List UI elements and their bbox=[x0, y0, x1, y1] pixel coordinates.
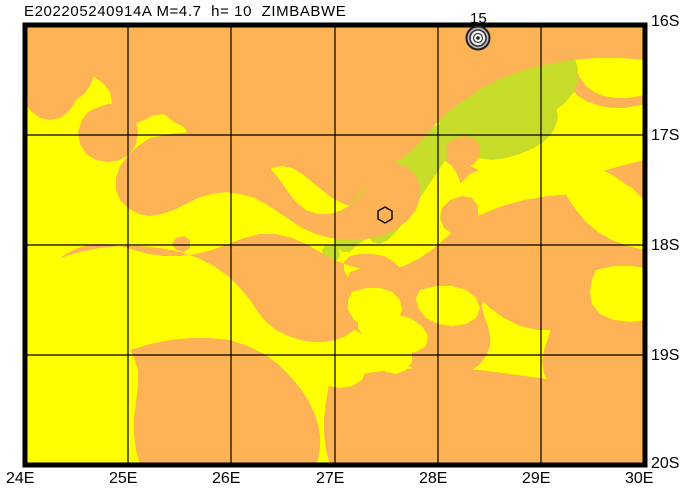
terrain-shape-orange-sw bbox=[130, 338, 320, 465]
page-title: E202205240914A M=4.7 h= 10 ZIMBABWE bbox=[24, 3, 347, 20]
axis-label-lon-30e: 30E bbox=[625, 470, 654, 487]
terrain-shape-orange-patch2 bbox=[440, 196, 478, 234]
terrain-detail-y3 bbox=[312, 348, 366, 388]
station-hexagon-icon bbox=[377, 206, 393, 224]
terrain-detail-y5 bbox=[416, 286, 480, 326]
axis-label-lon-29e: 29E bbox=[522, 470, 551, 487]
terrain-shape-orange-nw bbox=[25, 25, 120, 102]
grid-lines bbox=[25, 25, 645, 465]
terrain-detail-yellow bbox=[312, 176, 645, 388]
terrain-shape-orange-mid bbox=[116, 132, 420, 240]
terrain-detail-y2 bbox=[358, 314, 428, 354]
plot-frame bbox=[22, 22, 648, 468]
terrain-shape-orange-patch1 bbox=[446, 136, 480, 168]
terrain-shape-orange-midw bbox=[78, 104, 138, 162]
terrain-shape-orange-island bbox=[172, 236, 190, 252]
axis-label-lat-20s: 20S bbox=[651, 455, 680, 472]
axis-label-lat-19s: 19S bbox=[651, 347, 680, 364]
terrain-detail-y7 bbox=[560, 176, 645, 250]
axis-label-lon-26e: 26E bbox=[212, 470, 241, 487]
axis-label-lon-27e: 27E bbox=[316, 470, 345, 487]
epicenter-depth-label: 15 bbox=[470, 10, 487, 27]
epicenter-marker-icon bbox=[465, 25, 491, 51]
terrain-detail-y6 bbox=[590, 266, 645, 322]
terrain-detail-y4 bbox=[380, 342, 412, 374]
axis-label-lat-17s: 17S bbox=[651, 127, 680, 144]
terrain-shape-orange-patch3 bbox=[466, 248, 590, 330]
axis-label-lon-25e: 25E bbox=[109, 470, 138, 487]
axis-label-lon-28e: 28E bbox=[419, 470, 448, 487]
axis-label-lat-16s: 16S bbox=[651, 13, 680, 30]
axis-label-lat-18s: 18S bbox=[651, 237, 680, 254]
terrain-shape-orange-bottom bbox=[324, 368, 645, 465]
axis-label-lon-24e: 24E bbox=[6, 470, 35, 487]
